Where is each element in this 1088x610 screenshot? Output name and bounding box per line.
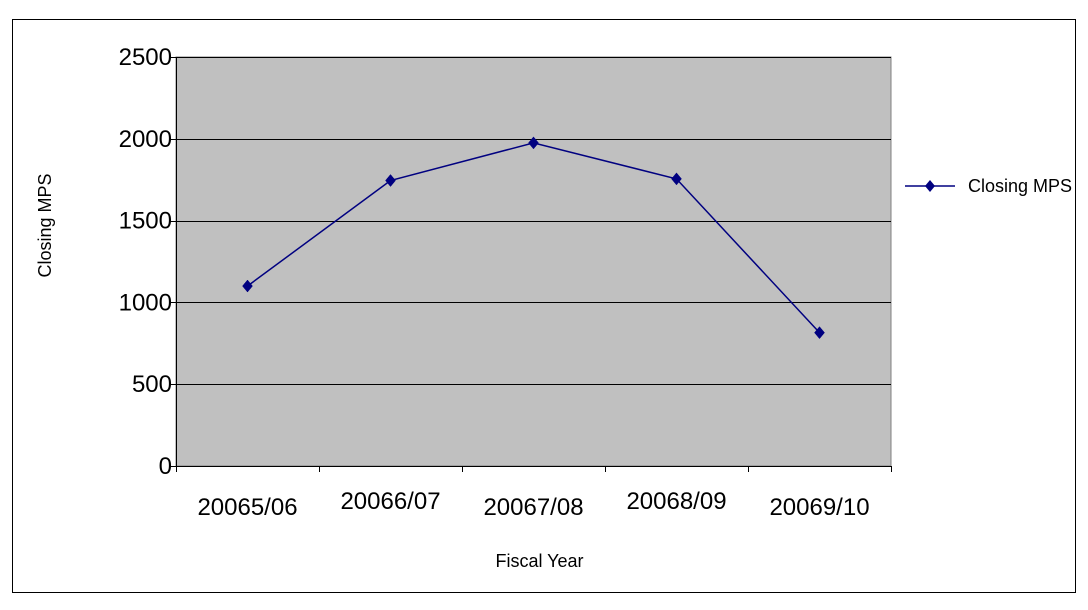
data-point: [242, 279, 253, 293]
y-tick-label: 2000: [119, 126, 172, 153]
y-tick-label: 2500: [119, 44, 172, 71]
data-point: [385, 174, 396, 187]
series-layer: [242, 136, 825, 340]
x-tick-label: 20066/07: [340, 488, 440, 515]
x-tick-label: 20069/10: [769, 494, 869, 521]
x-tick-label: 20067/08: [483, 494, 583, 521]
x-tick-labels: 20065/06 20066/07 20067/08 20068/09 20069/10: [197, 488, 869, 521]
legend-marker: [925, 180, 935, 192]
data-point: [671, 172, 682, 186]
y-axis-title: Closing MPS: [35, 173, 55, 277]
x-tick-label: 20065/06: [197, 494, 297, 521]
chart-frame: 0 500 1000 1500 2000 2500 20065/06 20066/07 200…: [12, 19, 1076, 593]
x-axis-title: Fiscal Year: [495, 551, 583, 571]
data-point: [814, 326, 825, 340]
y-tick-label: 500: [132, 371, 172, 398]
legend: Closing MPS: [905, 176, 1072, 196]
axes: [170, 57, 892, 472]
data-point: [528, 136, 539, 150]
x-tick-label: 20068/09: [626, 488, 726, 515]
y-tick-labels: 0 500 1000 1500 2000 2500: [119, 44, 172, 480]
y-tick-label: 1500: [119, 208, 172, 235]
y-tick-label: 1000: [119, 289, 172, 316]
y-tick-label: 0: [159, 453, 172, 480]
plot-area: [175, 56, 892, 467]
legend-label: Closing MPS: [968, 176, 1072, 196]
gridlines: [176, 57, 891, 385]
